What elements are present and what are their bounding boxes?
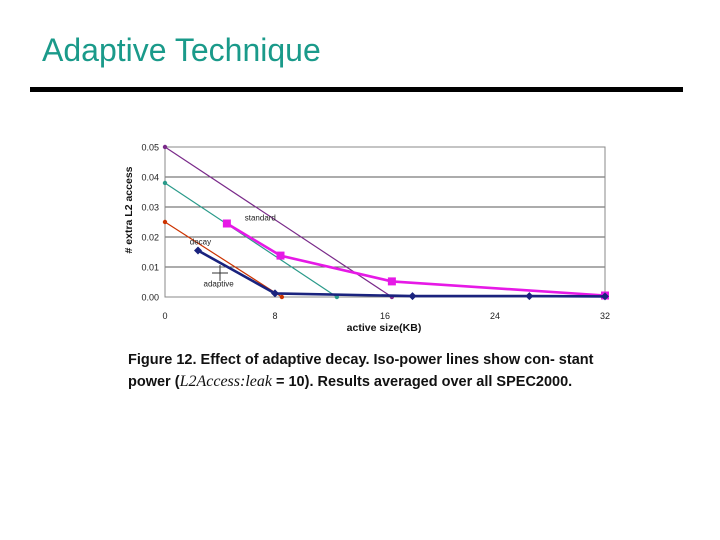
chart-grid: [165, 146, 605, 298]
chart: 0.00 0.01 0.02 0.03 0.04 0.05 0 8 16 24 32 standar…: [123, 143, 610, 335]
annotation-label: standard: [245, 214, 276, 223]
y-tick-label: 0.02: [141, 233, 159, 243]
y-axis-label: # extra L2 access: [123, 166, 135, 253]
annotation-label: adaptive: [204, 280, 235, 289]
y-tick-label: 0.01: [141, 263, 159, 273]
point-iso_3: [162, 144, 168, 150]
x-axis-label: active size(KB): [347, 322, 422, 334]
x-tick-label: 24: [490, 311, 500, 321]
y-tick-label: 0.05: [141, 143, 159, 153]
point-standard: [387, 277, 396, 286]
chart-series: [162, 144, 609, 301]
chart-ticks: 0.00 0.01 0.02 0.03 0.04 0.05 0 8 16 24 32: [141, 143, 610, 322]
point-decay: [601, 292, 609, 301]
x-tick-label: 8: [272, 311, 277, 321]
annotation-label: decay: [190, 238, 211, 247]
caption-math: L2Access:leak: [179, 373, 272, 390]
point-decay: [525, 292, 534, 301]
point-iso_2: [162, 180, 168, 186]
point-decay: [408, 292, 417, 301]
x-tick-label: 16: [380, 311, 390, 321]
y-tick-label: 0.03: [141, 203, 159, 213]
title-divider: [30, 87, 683, 92]
point-iso_1: [279, 294, 285, 300]
x-tick-label: 0: [162, 311, 167, 321]
figure-caption: Figure 12. Effect of adaptive decay. Iso…: [128, 350, 610, 393]
point-decay: [271, 289, 279, 298]
caption-part1: Figure 12. Effect of adaptive decay. Iso…: [128, 352, 594, 390]
point-standard: [276, 251, 285, 260]
series-line-decay: [197, 249, 606, 298]
point-standard: [222, 219, 231, 228]
point-decay: [194, 246, 202, 255]
x-tick-label: 32: [600, 311, 610, 321]
point-iso_1: [162, 219, 168, 225]
series-line-iso_2: [164, 182, 338, 298]
chart-annotations: standard decay adaptive: [190, 214, 276, 289]
y-tick-label: 0.00: [141, 293, 159, 303]
slide-title: Adaptive Technique: [42, 32, 321, 68]
series-line-standard: [226, 222, 606, 297]
chart-axes: [164, 146, 606, 298]
caption-part2: = 10). Results averaged over all SPEC200…: [271, 374, 573, 390]
y-tick-label: 0.04: [141, 173, 159, 183]
series-line-iso_1: [164, 221, 283, 298]
plot-border: [164, 146, 606, 298]
